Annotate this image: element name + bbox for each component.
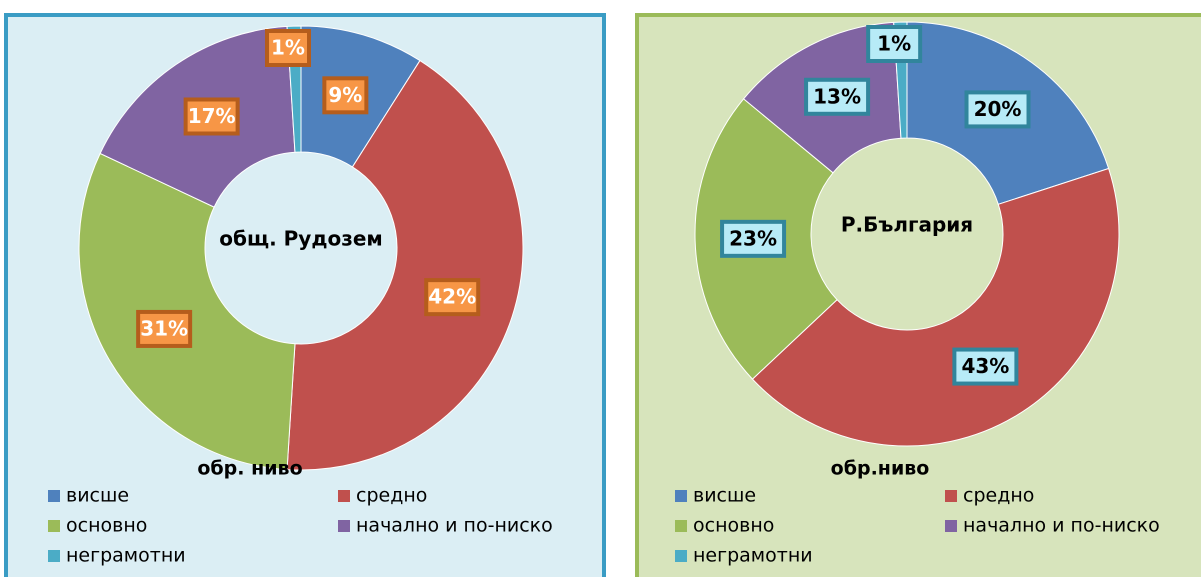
legend-swatch — [675, 490, 687, 502]
legend-swatch — [338, 490, 350, 502]
data-label: 1% — [877, 32, 911, 56]
legend-swatch — [945, 490, 957, 502]
data-label-box — [183, 97, 240, 136]
data-label-box — [424, 278, 481, 317]
data-label-box — [322, 76, 369, 115]
data-label: 42% — [428, 285, 476, 309]
data-label-box — [866, 25, 923, 63]
chart-title: Р.България — [841, 213, 973, 237]
data-label: 1% — [271, 36, 305, 60]
data-label: 23% — [729, 226, 777, 250]
legend-swatch — [48, 520, 60, 532]
data-label-box — [136, 309, 193, 348]
data-label: 31% — [140, 316, 188, 340]
donut-slice — [751, 167, 1120, 447]
data-label-box — [720, 219, 787, 258]
legend-label: начално и по-ниско — [963, 515, 1160, 537]
legend-swatch — [48, 550, 60, 562]
legend-label: основно — [66, 515, 147, 537]
legend-title: обр. ниво — [197, 458, 302, 480]
data-label-box — [952, 347, 1019, 386]
legend-swatch — [675, 550, 687, 562]
legend-label: неграмотни — [693, 545, 813, 567]
legend-label: основно — [693, 515, 774, 537]
data-label: 13% — [813, 84, 861, 108]
data-label: 20% — [974, 97, 1022, 121]
legend-label: неграмотни — [66, 545, 186, 567]
data-label: 17% — [188, 104, 236, 128]
data-label-box — [265, 29, 312, 67]
legend-label: средно — [963, 485, 1034, 507]
legend-label: средно — [356, 485, 427, 507]
chart-title: общ. Рудозем — [219, 227, 383, 251]
legend-swatch — [675, 520, 687, 532]
legend-label: начално и по-ниско — [356, 515, 553, 537]
legend-swatch — [338, 520, 350, 532]
data-label: 9% — [328, 83, 362, 107]
data-label-box — [964, 90, 1031, 129]
donut-slice — [286, 59, 524, 471]
data-label-box — [804, 77, 871, 116]
legend-swatch — [945, 520, 957, 532]
legend-label: висше — [66, 485, 129, 507]
legend-label: висше — [693, 485, 756, 507]
data-label: 43% — [961, 354, 1009, 378]
legend-title: обр.ниво — [831, 458, 930, 480]
legend-swatch — [48, 490, 60, 502]
